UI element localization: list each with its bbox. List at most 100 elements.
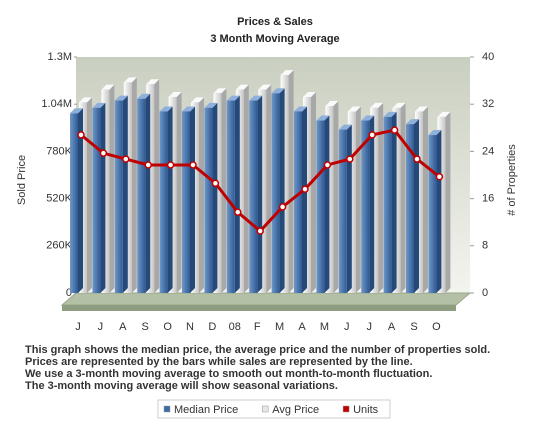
bar-side bbox=[199, 97, 204, 293]
y-tick-label: 1.04M bbox=[41, 98, 72, 110]
bar-top bbox=[70, 108, 83, 114]
line-point bbox=[122, 155, 130, 163]
bar bbox=[137, 98, 146, 293]
plot-floor bbox=[60, 292, 472, 306]
x-tick-label: A bbox=[388, 321, 396, 333]
x-tick-label: O bbox=[163, 321, 172, 333]
y2-tick-label: 32 bbox=[482, 98, 494, 110]
x-tick-label: D bbox=[208, 321, 216, 333]
bar-side bbox=[414, 119, 419, 294]
bar-side bbox=[257, 95, 263, 293]
bar-side bbox=[391, 111, 397, 294]
bar-top bbox=[271, 88, 285, 94]
note-line: We use a 3-month moving average to smoot… bbox=[25, 368, 432, 380]
x-tick-label: J bbox=[366, 321, 372, 333]
line-point bbox=[166, 161, 175, 169]
bar-top bbox=[258, 84, 272, 90]
bar-side bbox=[369, 115, 375, 294]
bar-top bbox=[114, 95, 128, 101]
x-tick-label: M bbox=[275, 321, 284, 333]
legend-label: Units bbox=[353, 404, 379, 416]
bar-side bbox=[288, 70, 294, 294]
y-tick-label: 520K bbox=[46, 193, 72, 205]
bar bbox=[92, 107, 101, 293]
line-point bbox=[390, 126, 399, 134]
line-point bbox=[211, 179, 220, 188]
bar bbox=[114, 100, 123, 293]
bar-side bbox=[176, 91, 182, 293]
bar-side bbox=[167, 106, 173, 293]
bar-top bbox=[361, 115, 375, 121]
bar-side bbox=[87, 97, 92, 293]
y2-tick-label: 16 bbox=[482, 193, 494, 205]
bar-top bbox=[101, 84, 115, 90]
bar-top bbox=[347, 106, 361, 112]
chart-subtitle: 3 Month Moving Average bbox=[210, 33, 339, 45]
bar-top bbox=[137, 93, 151, 99]
bar-top bbox=[406, 119, 419, 125]
chart-title: Prices & Sales bbox=[237, 16, 313, 28]
bar-top bbox=[316, 115, 330, 121]
line-point bbox=[368, 131, 376, 139]
bar-side bbox=[423, 106, 428, 293]
x-tick-label: M bbox=[320, 321, 329, 333]
bar bbox=[159, 111, 168, 293]
y2-tick-label: 24 bbox=[482, 145, 494, 157]
bar-top bbox=[392, 102, 406, 108]
x-tick-label: F bbox=[254, 321, 261, 333]
legend-label: Median Price bbox=[174, 404, 238, 416]
bar-top bbox=[325, 101, 339, 107]
bar bbox=[316, 120, 325, 294]
x-tick-label: N bbox=[186, 321, 194, 333]
bar-top bbox=[204, 102, 218, 108]
bar-top bbox=[92, 102, 106, 108]
y-tick-label: 260K bbox=[46, 240, 72, 252]
bar-side bbox=[302, 106, 307, 293]
bar-top bbox=[303, 91, 316, 97]
x-tick-label: 08 bbox=[229, 321, 241, 333]
bar-top bbox=[294, 106, 307, 112]
bar-top bbox=[146, 79, 160, 85]
bar-top bbox=[123, 77, 137, 83]
bar-top bbox=[79, 97, 92, 103]
bar-top bbox=[159, 106, 173, 112]
bar-side bbox=[378, 102, 384, 293]
line-point bbox=[234, 208, 242, 216]
legend-swatch bbox=[163, 405, 171, 413]
bar-side bbox=[122, 95, 128, 293]
note-line: Prices are represented by the bars while… bbox=[25, 356, 413, 368]
line-point bbox=[144, 161, 152, 169]
line-point bbox=[301, 185, 309, 193]
x-tick-label: J bbox=[344, 321, 350, 333]
bar-side bbox=[212, 102, 218, 293]
bar-side bbox=[243, 84, 249, 293]
bar-top bbox=[415, 106, 428, 112]
bar bbox=[271, 93, 280, 293]
x-tick-label: S bbox=[410, 321, 417, 333]
line-point bbox=[256, 227, 264, 235]
bar-side bbox=[266, 84, 272, 293]
line-point bbox=[323, 161, 332, 169]
bar-side bbox=[346, 124, 352, 293]
bar-side bbox=[131, 77, 137, 294]
bar-top bbox=[280, 70, 294, 76]
bar-side bbox=[311, 91, 316, 293]
bar-side bbox=[333, 101, 339, 293]
bar-top bbox=[191, 97, 204, 103]
y-tick-label: 780K bbox=[46, 145, 72, 157]
bar bbox=[338, 129, 347, 293]
bar-side bbox=[324, 115, 330, 294]
bar bbox=[294, 111, 302, 293]
bar-top bbox=[249, 95, 263, 101]
bar-top bbox=[338, 124, 352, 130]
x-tick-label: J bbox=[98, 321, 104, 333]
bar-top bbox=[226, 95, 240, 101]
bar-top bbox=[235, 84, 249, 90]
line-point bbox=[413, 155, 421, 163]
bar-top bbox=[182, 106, 195, 112]
bar bbox=[361, 120, 370, 294]
note-line: The 3-month moving average will show sea… bbox=[25, 380, 338, 392]
y2-tick-label: 40 bbox=[482, 51, 494, 63]
bar-top bbox=[168, 91, 182, 97]
line-point bbox=[346, 155, 354, 163]
